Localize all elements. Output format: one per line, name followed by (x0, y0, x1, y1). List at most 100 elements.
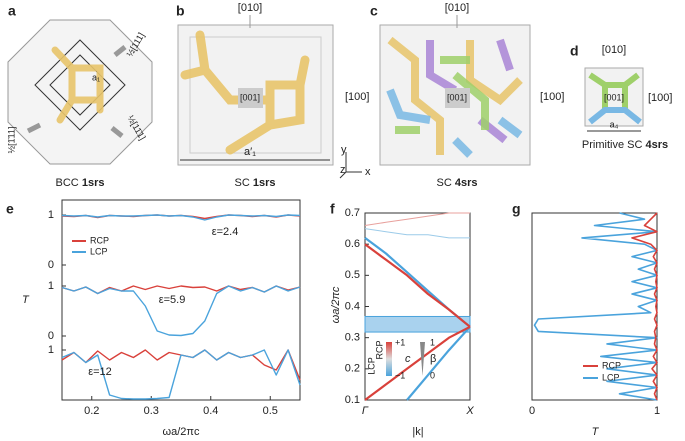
y-tick-label: 1 (48, 209, 54, 221)
caption-bold: 1srs (253, 177, 276, 189)
panel-b: b [010] [001] [100] a′₁ SC 1srs y z x (176, 2, 371, 189)
axis-label: x (365, 166, 371, 178)
legend-label: RCP (90, 235, 109, 245)
x-axis-label: ωa/2πc (163, 426, 200, 438)
panel-label: d (570, 43, 579, 59)
panel-d: d [001] [010] [100] a₄ Primitive SC 4srs (570, 43, 672, 151)
data-line (533, 212, 658, 401)
caption: Primitive SC 4srs (582, 139, 668, 151)
direction-label: [001] (447, 92, 467, 102)
face-marker (238, 88, 263, 108)
caption: SC 1srs (235, 177, 276, 189)
srs-network (588, 72, 640, 110)
panel-c: c [010] [001] [100] SC 4srs (370, 2, 564, 189)
y-tick-label: 0 (48, 330, 54, 342)
legend-label: LCP (90, 246, 108, 256)
colorbar-label: −1 (395, 370, 405, 380)
panel-label: g (512, 201, 521, 217)
caption-bold: 4srs (455, 177, 478, 189)
panel-label: e (6, 201, 14, 217)
srs-network (51, 46, 104, 124)
direction-label: [100] (345, 91, 369, 103)
caption-text: SC (437, 177, 452, 189)
band-gap (364, 315, 471, 333)
axis-label: y (341, 144, 347, 156)
panel-label: c (370, 3, 378, 19)
data-line (406, 326, 471, 401)
x-tick-label: 0 (529, 405, 535, 417)
direction-label: [010] (602, 44, 626, 56)
x-tick-label: 0.3 (144, 405, 159, 417)
colorbar-label: LCP (366, 357, 376, 375)
unit-cell-inner (189, 36, 322, 154)
annotation: ε=2.4 (212, 226, 239, 238)
face-marker (445, 88, 470, 108)
x-axis-label: T (592, 426, 600, 438)
colorbar (386, 342, 392, 376)
caption-text: BCC (56, 177, 79, 189)
plot-frame (364, 212, 471, 401)
x-tick-label: 1 (654, 405, 660, 417)
direction-arrow (26, 45, 127, 138)
data-line (364, 212, 470, 226)
colorbar-label: +1 (395, 337, 405, 347)
panel-a: a ½[111] ½[1̄11] ½[11̄1] a₁ BCC 1srs (6, 3, 153, 189)
plot-frame (61, 199, 301, 401)
annotation: ε=12 (88, 366, 112, 378)
annotation: ε=5.9 (159, 294, 186, 306)
legend-label: LCP (602, 372, 620, 382)
caption-bold: 1srs (82, 177, 105, 189)
y-tick-label: 0.3 (345, 332, 360, 344)
axis-triad (339, 152, 362, 179)
data-line (364, 325, 471, 401)
srs-network (180, 30, 310, 155)
y-axis-label: T (22, 294, 30, 306)
panel-label: b (176, 3, 185, 19)
direction-label: ½[1̄11] (6, 127, 16, 154)
direction-label: [001] (604, 92, 624, 102)
y-tick-label: 0.4 (345, 300, 360, 312)
y-axis-label: ωa/2πc (330, 286, 342, 323)
axis-label: z (340, 164, 346, 176)
colorbar-label: c (405, 353, 411, 365)
data-line (61, 214, 301, 221)
data-line (61, 349, 301, 400)
x-tick-label: 0.5 (263, 405, 278, 417)
data-line (631, 212, 658, 401)
direction-label: [010] (238, 2, 262, 14)
caption: SC 4srs (437, 177, 478, 189)
caption-bold: 4srs (645, 139, 668, 151)
y-tick-label: 0.7 (345, 207, 360, 219)
colorbar-label: RCP (374, 340, 384, 359)
direction-label: [100] (648, 92, 672, 104)
data-line (61, 285, 301, 337)
plot-frame (531, 212, 658, 401)
y-tick-label: 0 (48, 259, 54, 271)
x-tick-label: 0.2 (84, 405, 99, 417)
panel-label: a (8, 3, 16, 19)
panel-label: f (330, 201, 335, 217)
direction-label: [010] (445, 2, 469, 14)
beta-wedge (420, 342, 425, 376)
y-tick-label: 0.2 (345, 363, 360, 375)
data-line (364, 228, 470, 239)
y-tick-label: 0.1 (345, 394, 360, 406)
srs-network (588, 107, 642, 125)
x-tick-label: 0.4 (203, 405, 218, 417)
legend-label: RCP (602, 360, 621, 370)
colorbar-label: 0 (430, 370, 435, 380)
x-axis-label: |k| (412, 426, 423, 438)
lattice-label: a₁ (92, 72, 100, 82)
caption-text: Primitive SC (582, 139, 643, 151)
y-tick-label: 0.5 (345, 269, 360, 281)
lattice-label: a₄ (610, 119, 619, 129)
srs-network (395, 56, 489, 134)
caption: BCC 1srs (56, 177, 105, 189)
lattice-label: a′₁ (244, 146, 256, 158)
cell-outline (34, 39, 126, 131)
data-line (364, 243, 471, 328)
x-tick-label: Γ (362, 405, 369, 417)
colorbar-label: β (430, 353, 436, 365)
y-tick-label: 1 (48, 344, 54, 356)
